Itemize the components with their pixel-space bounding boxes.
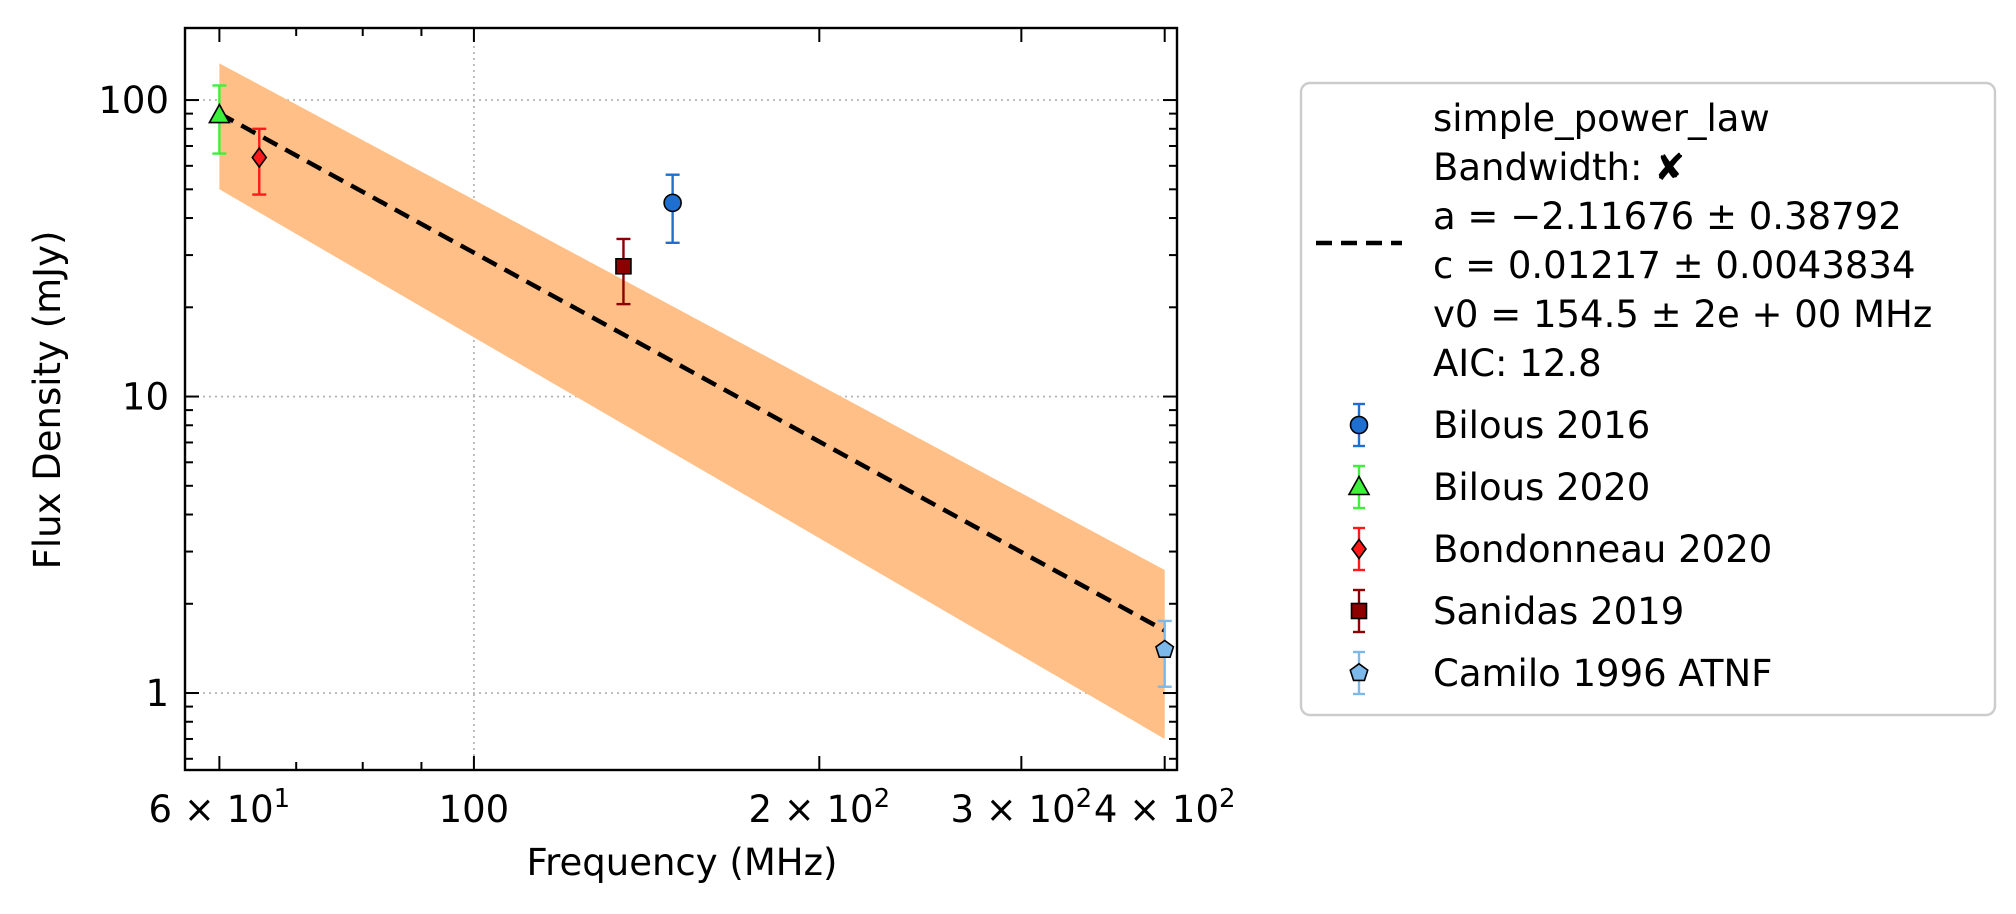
legend-entry: Camilo 1996 ATNF	[1349, 650, 1772, 696]
confidence-band-area	[219, 63, 1165, 739]
y-tick-label: 1	[145, 672, 169, 715]
legend-label: Camilo 1996 ATNF	[1433, 652, 1772, 695]
data-point	[1155, 639, 1175, 658]
legend-marker	[1350, 602, 1368, 620]
legend-marker	[1349, 662, 1369, 682]
series-bilous-2016	[663, 173, 682, 245]
data-point	[615, 257, 632, 275]
axes	[183, 26, 1179, 772]
x-tick-label: 4 × 102	[1094, 784, 1236, 831]
legend-label: Bilous 2016	[1433, 404, 1650, 447]
legend-box	[1299, 81, 1997, 717]
legend-marker	[1347, 474, 1371, 496]
legend-fit-line-3: a = −2.11676 ± 0.38792	[1433, 195, 1902, 238]
legend-label: Bondonneau 2020	[1433, 528, 1772, 571]
legend-entry: Bilous 2016	[1349, 402, 1650, 448]
series-camilo-1996-atnf	[1155, 619, 1175, 688]
series-sanidas-2019	[615, 237, 632, 306]
y-tick-label: 100	[98, 79, 169, 122]
x-tick-label: 6 × 101	[149, 784, 291, 831]
tick-labels: 6 × 101 100 2 × 102 3 × 102 4 × 102 1 10 100	[98, 79, 1235, 831]
fit-line	[218, 111, 1166, 633]
power-law-fit-line	[218, 111, 1166, 633]
series-bilous-2020	[208, 84, 231, 155]
data-point	[251, 146, 268, 169]
x-tick-label: 100	[439, 788, 510, 831]
x-tick-label: 3 × 102	[950, 784, 1092, 831]
legend-fit-line-4: c = 0.01217 ± 0.0043834	[1433, 244, 1915, 287]
legend-fit-line-1: simple_power_law	[1433, 97, 1770, 140]
legend-entry: Sanidas 2019	[1350, 588, 1684, 634]
legend-fit-line-2: Bandwidth: ✘	[1433, 146, 1685, 189]
legend-fit-line-6: AIC: 12.8	[1433, 342, 1602, 385]
confidence-band	[219, 63, 1165, 739]
x-axis-label: Frequency (MHz)	[527, 841, 838, 884]
plot-frame	[183, 26, 1179, 772]
series-bondonneau-2020	[251, 127, 268, 196]
data-point	[663, 193, 682, 213]
legend-entry: Bilous 2020	[1347, 464, 1650, 510]
legend-entry: Bondonneau 2020	[1351, 526, 1772, 572]
grid-lines	[185, 28, 1177, 770]
x-tick-label: 2 × 102	[748, 784, 890, 831]
data-point	[208, 102, 231, 124]
legend-marker	[1351, 538, 1367, 560]
legend: simple_power_law Bandwidth: ✘ a = −2.11676…	[1299, 81, 1997, 717]
legend-fit-line-5: v0 = 154.5 ± 2e + 00 MHz	[1433, 293, 1932, 336]
legend-label: Bilous 2020	[1433, 466, 1650, 509]
legend-label: Sanidas 2019	[1433, 590, 1684, 633]
data-points	[208, 84, 1175, 688]
legend-marker	[1349, 415, 1369, 435]
y-tick-label: 10	[122, 376, 169, 419]
y-axis-label: Flux Density (mJy)	[26, 231, 69, 570]
